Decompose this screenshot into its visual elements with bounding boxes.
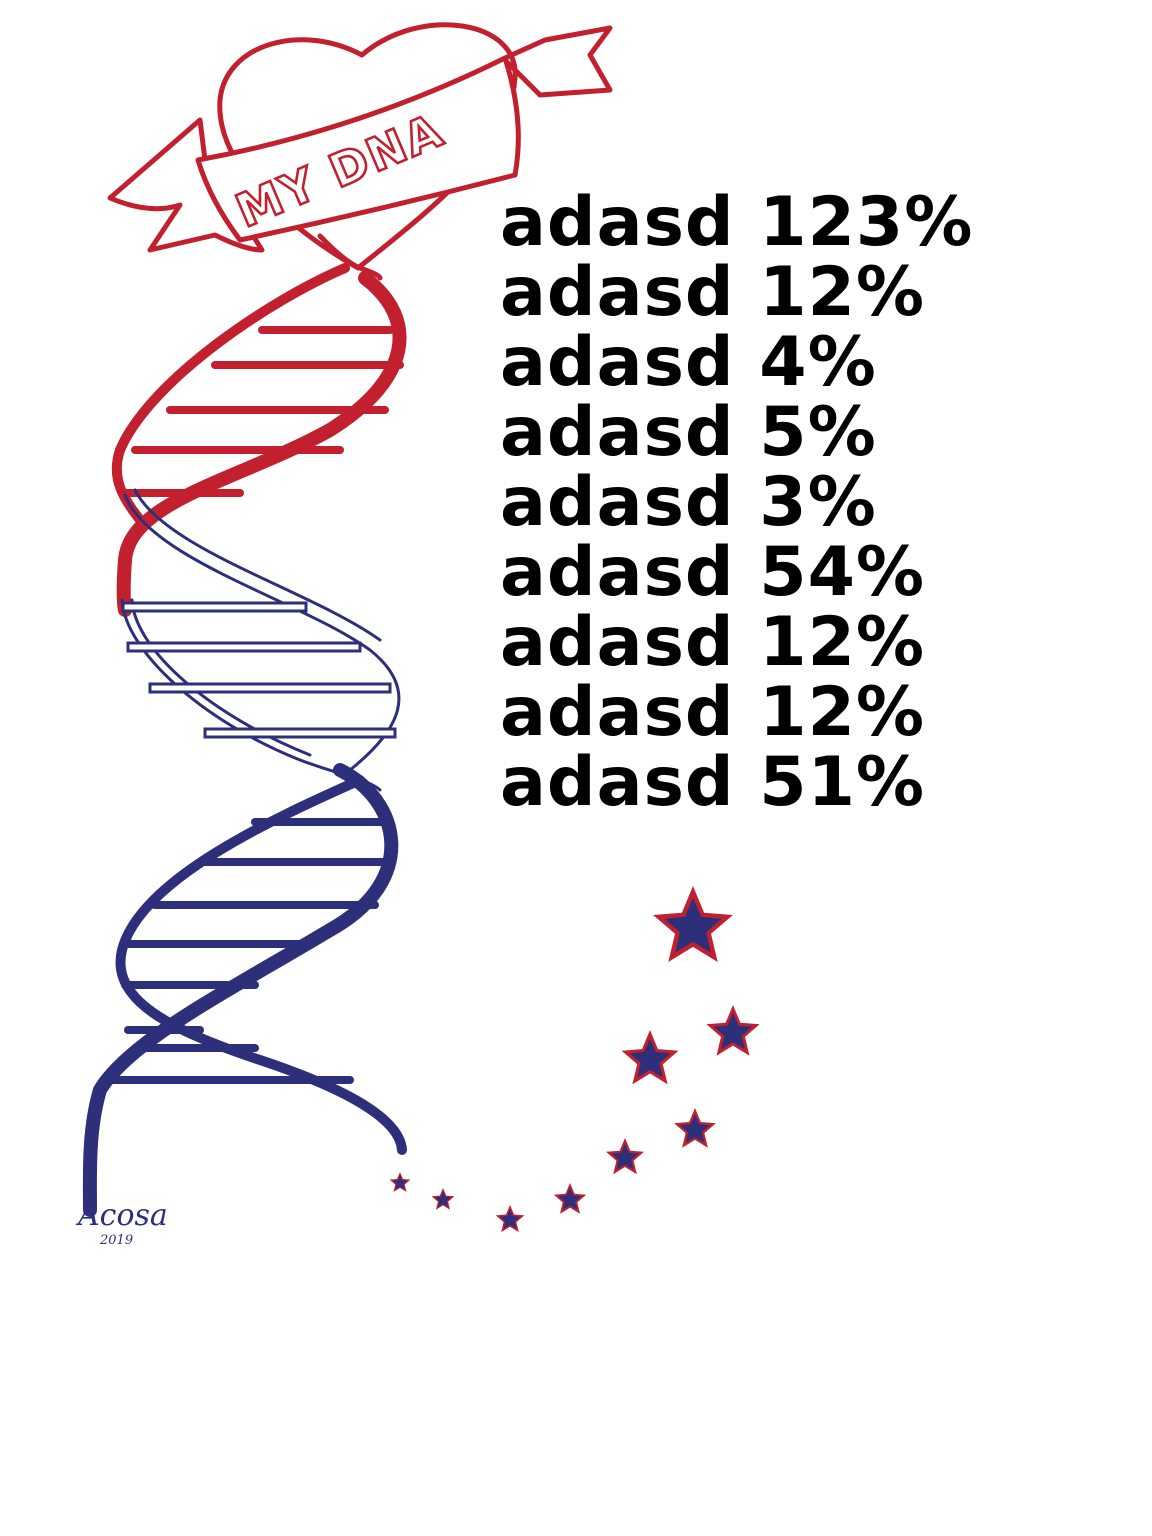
stat-label: adasd — [500, 603, 735, 682]
stat-value: 5% — [759, 393, 877, 472]
stat-label: adasd — [500, 323, 735, 402]
star-icon-inner — [392, 1175, 408, 1190]
stat-label: adasd — [500, 393, 735, 472]
star-icon-inner — [629, 1038, 671, 1078]
heart-icon — [107, 22, 613, 281]
stat-value: 3% — [759, 463, 877, 542]
stat-value: 54% — [759, 533, 926, 612]
helix-rung-outline — [148, 682, 392, 694]
star-icon-inner — [499, 1209, 521, 1229]
stat-label: adasd — [500, 673, 735, 752]
helix-strand-red-a — [116, 271, 407, 617]
stat-label: adasd — [500, 183, 735, 262]
stat-label: adasd — [500, 253, 735, 332]
stat-row: adasd 51% — [500, 748, 973, 818]
stat-row: adasd 54% — [500, 538, 973, 608]
stat-value: 12% — [759, 673, 926, 752]
star-icon-inner — [664, 897, 722, 953]
helix-rung-outline — [121, 601, 308, 613]
stat-row: adasd 12% — [500, 258, 973, 328]
star-icon-inner — [611, 1143, 639, 1170]
helix-strand-navy-b — [115, 775, 407, 1155]
signature: Acosa 2019 — [75, 1198, 168, 1248]
helix-strand-navy-a — [82, 763, 399, 1217]
stat-row: adasd 4% — [500, 328, 973, 398]
signature-name: Acosa — [75, 1198, 168, 1233]
signature-year: 2019 — [99, 1233, 133, 1248]
ribbon-left-tail — [107, 117, 265, 253]
helix-strand-outline-d — [130, 598, 312, 757]
stat-row: adasd 12% — [500, 608, 973, 678]
ribbon-right-tail — [502, 25, 613, 98]
banner-ribbon — [195, 55, 521, 243]
stats-list: adasd 123% adasd 12% adasd 4% adasd 5% adasd… — [500, 188, 973, 818]
star-icon-inner — [434, 1191, 452, 1207]
stat-value: 51% — [759, 743, 926, 822]
stat-value: 123% — [759, 183, 974, 262]
stat-row: adasd 12% — [500, 678, 973, 748]
stat-row: adasd 3% — [500, 468, 973, 538]
star-icon-inner — [558, 1187, 582, 1210]
stat-value: 12% — [759, 603, 926, 682]
stat-label: adasd — [500, 463, 735, 542]
star-icon-inner — [713, 1012, 753, 1050]
heart-stem — [317, 233, 383, 281]
stat-value: 12% — [759, 253, 926, 332]
dna-helix — [82, 263, 407, 1217]
stat-label: adasd — [500, 743, 735, 822]
stars-group — [389, 886, 760, 1233]
stat-row: adasd 5% — [500, 398, 973, 468]
helix-strand-outline-b — [133, 488, 382, 642]
stat-label: adasd — [500, 533, 735, 612]
helix-strand-outline-c — [120, 598, 382, 792]
stat-row: adasd 123% — [500, 188, 973, 258]
star-icon-inner — [679, 1114, 711, 1143]
stat-value: 4% — [759, 323, 877, 402]
helix-rung-outline — [126, 641, 362, 653]
helix-rung-outline — [203, 727, 397, 739]
